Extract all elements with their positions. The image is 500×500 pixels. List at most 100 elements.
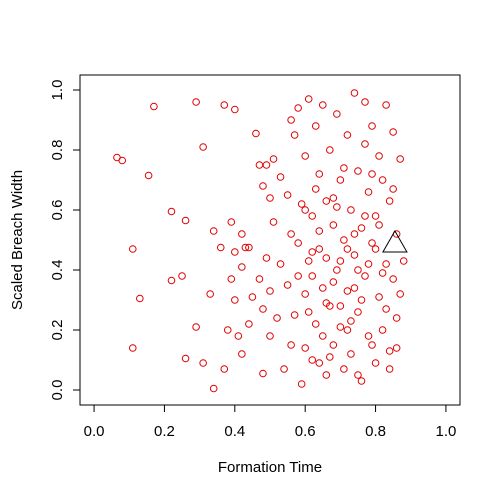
- point: [354, 371, 362, 379]
- point: [231, 296, 239, 304]
- point: [315, 170, 324, 178]
- point: [220, 101, 229, 109]
- point: [340, 236, 348, 244]
- point: [290, 131, 299, 139]
- point: [357, 224, 366, 232]
- point: [269, 155, 278, 163]
- point: [192, 323, 200, 331]
- point: [368, 239, 376, 247]
- point: [308, 248, 317, 256]
- point: [364, 260, 373, 268]
- point: [315, 227, 324, 235]
- point: [385, 197, 394, 205]
- y-tick-label: 0.2: [49, 320, 66, 341]
- point: [227, 218, 236, 226]
- point: [318, 332, 327, 340]
- point: [329, 194, 338, 202]
- point: [167, 276, 176, 285]
- point: [364, 332, 373, 340]
- point: [343, 287, 352, 295]
- point: [392, 314, 401, 322]
- point: [368, 122, 376, 130]
- point: [209, 227, 218, 235]
- point: [315, 245, 324, 253]
- point: [336, 176, 345, 184]
- point: [364, 188, 373, 196]
- point: [231, 248, 239, 256]
- point: [336, 257, 345, 265]
- point: [269, 218, 278, 226]
- point: [297, 380, 306, 388]
- point: [350, 89, 359, 97]
- point: [354, 266, 362, 274]
- point: [318, 284, 327, 292]
- point: [167, 207, 176, 216]
- point: [350, 230, 359, 238]
- point: [266, 332, 274, 340]
- point: [389, 128, 397, 136]
- point: [245, 243, 253, 252]
- point: [375, 152, 383, 160]
- point: [329, 341, 338, 349]
- point: [276, 173, 285, 181]
- point: [361, 212, 369, 220]
- point: [343, 326, 352, 334]
- point: [259, 305, 267, 313]
- point: [399, 257, 408, 265]
- point: [245, 320, 253, 328]
- point: [220, 365, 229, 373]
- point: [262, 254, 271, 262]
- point: [304, 95, 313, 103]
- point: [301, 290, 309, 298]
- point: [252, 129, 260, 138]
- point: [259, 369, 267, 378]
- point: [290, 311, 299, 319]
- point: [361, 272, 369, 280]
- point: [378, 269, 387, 277]
- x-tick-label: 1.0: [435, 423, 456, 440]
- point: [336, 323, 345, 331]
- point: [347, 350, 355, 358]
- point: [333, 110, 341, 118]
- point: [248, 293, 257, 301]
- point: [333, 203, 341, 211]
- point: [301, 152, 309, 160]
- point: [396, 290, 404, 298]
- point: [347, 206, 355, 214]
- point: [392, 344, 401, 352]
- point: [181, 216, 190, 225]
- point: [199, 359, 207, 367]
- point: [297, 200, 306, 208]
- point: [375, 221, 383, 229]
- point: [273, 314, 281, 322]
- point: [382, 101, 390, 109]
- point: [329, 221, 338, 229]
- point: [368, 170, 376, 178]
- point: [340, 164, 348, 172]
- point: [266, 287, 274, 295]
- point: [389, 275, 397, 283]
- point: [357, 296, 366, 304]
- point: [209, 384, 218, 393]
- point: [333, 266, 341, 274]
- point: [382, 305, 390, 313]
- y-tick-label: 0.8: [49, 140, 66, 161]
- point: [181, 354, 190, 363]
- plot-frame: [79, 74, 461, 406]
- point: [283, 191, 292, 199]
- point: [311, 320, 320, 328]
- point: [389, 185, 397, 193]
- point: [322, 254, 331, 262]
- point: [136, 294, 144, 303]
- point: [150, 102, 158, 111]
- point: [322, 299, 331, 307]
- point: [280, 365, 288, 373]
- x-tick-label: 0.4: [224, 423, 245, 440]
- y-tick-label: 0.6: [49, 200, 66, 221]
- y-tick-label: 1.0: [49, 80, 66, 101]
- point: [255, 161, 264, 169]
- point: [255, 275, 264, 283]
- point: [304, 257, 313, 265]
- point: [192, 98, 200, 106]
